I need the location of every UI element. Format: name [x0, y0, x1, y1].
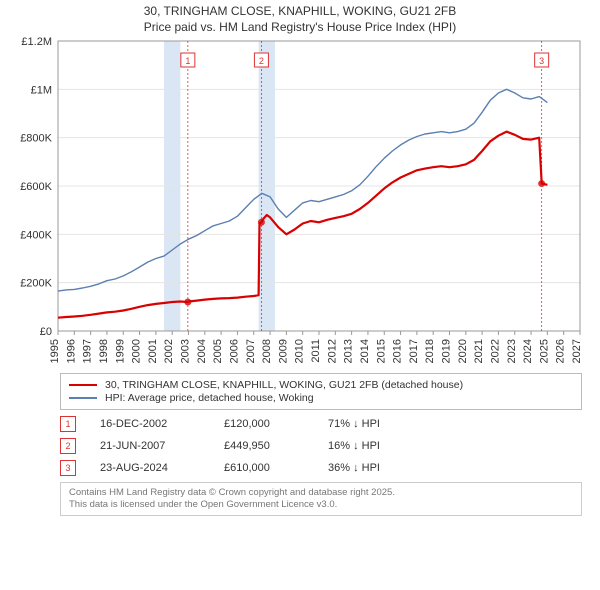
svg-text:2024: 2024	[522, 339, 534, 363]
sale-row: 2 21-JUN-2007 £449,950 16% ↓ HPI	[60, 438, 582, 454]
svg-text:2017: 2017	[408, 339, 420, 363]
legend-swatch	[69, 397, 97, 399]
svg-text:2016: 2016	[392, 339, 404, 363]
sale-badge: 1	[60, 416, 76, 432]
svg-text:2007: 2007	[245, 339, 257, 363]
svg-text:2020: 2020	[457, 339, 469, 363]
sale-date: 23-AUG-2024	[100, 462, 200, 474]
svg-text:2025: 2025	[538, 339, 550, 363]
svg-text:2006: 2006	[228, 339, 240, 363]
attribution: Contains HM Land Registry data © Crown c…	[60, 482, 582, 516]
svg-text:2010: 2010	[294, 339, 306, 363]
svg-text:2013: 2013	[343, 339, 355, 363]
svg-text:2018: 2018	[424, 339, 436, 363]
legend-label: 30, TRINGHAM CLOSE, KNAPHILL, WOKING, GU…	[105, 379, 463, 391]
svg-text:1: 1	[185, 56, 190, 66]
svg-text:2026: 2026	[555, 339, 567, 363]
svg-text:2008: 2008	[261, 339, 273, 363]
chart-titles: 30, TRINGHAM CLOSE, KNAPHILL, WOKING, GU…	[0, 0, 600, 35]
svg-text:1996: 1996	[65, 339, 77, 363]
svg-text:2015: 2015	[375, 339, 387, 363]
svg-text:£1M: £1M	[31, 85, 52, 97]
title-line2: Price paid vs. HM Land Registry's House …	[0, 20, 600, 36]
svg-text:2023: 2023	[506, 339, 518, 363]
svg-text:2: 2	[259, 56, 264, 66]
legend-swatch	[69, 384, 97, 386]
svg-text:2012: 2012	[326, 339, 338, 363]
sales-table: 1 16-DEC-2002 £120,000 71% ↓ HPI 2 21-JUN-200…	[60, 416, 582, 476]
svg-text:2000: 2000	[131, 339, 143, 363]
sale-row: 3 23-AUG-2024 £610,000 36% ↓ HPI	[60, 460, 582, 476]
svg-text:2003: 2003	[180, 339, 192, 363]
svg-text:1998: 1998	[98, 339, 110, 363]
sale-row: 1 16-DEC-2002 £120,000 71% ↓ HPI	[60, 416, 582, 432]
svg-text:1995: 1995	[49, 339, 61, 363]
sale-delta: 71% ↓ HPI	[328, 418, 380, 430]
svg-text:£200K: £200K	[20, 278, 52, 290]
svg-text:2021: 2021	[473, 339, 485, 363]
svg-text:£400K: £400K	[20, 230, 52, 242]
sale-date: 21-JUN-2007	[100, 440, 200, 452]
svg-text:2027: 2027	[571, 339, 583, 363]
svg-text:2014: 2014	[359, 339, 371, 363]
sale-delta: 16% ↓ HPI	[328, 440, 380, 452]
svg-text:1997: 1997	[82, 339, 94, 363]
svg-text:2022: 2022	[489, 339, 501, 363]
sale-price: £449,950	[224, 440, 304, 452]
sale-price: £120,000	[224, 418, 304, 430]
attribution-line2: This data is licensed under the Open Gov…	[69, 499, 573, 511]
svg-text:1999: 1999	[114, 339, 126, 363]
svg-text:2019: 2019	[441, 339, 453, 363]
sale-badge: 2	[60, 438, 76, 454]
svg-text:2001: 2001	[147, 339, 159, 363]
legend: 30, TRINGHAM CLOSE, KNAPHILL, WOKING, GU…	[60, 373, 582, 410]
title-line1: 30, TRINGHAM CLOSE, KNAPHILL, WOKING, GU…	[0, 4, 600, 20]
attribution-line1: Contains HM Land Registry data © Crown c…	[69, 487, 573, 499]
svg-text:£1.2M: £1.2M	[21, 37, 52, 48]
sale-date: 16-DEC-2002	[100, 418, 200, 430]
sale-delta: 36% ↓ HPI	[328, 462, 380, 474]
svg-text:2011: 2011	[310, 339, 322, 363]
svg-text:2002: 2002	[163, 339, 175, 363]
sale-price: £610,000	[224, 462, 304, 474]
svg-text:2004: 2004	[196, 339, 208, 363]
legend-item: 30, TRINGHAM CLOSE, KNAPHILL, WOKING, GU…	[69, 379, 573, 391]
svg-text:£800K: £800K	[20, 133, 52, 145]
svg-text:3: 3	[539, 56, 544, 66]
legend-label: HPI: Average price, detached house, Woki…	[105, 392, 314, 404]
legend-item: HPI: Average price, detached house, Woki…	[69, 392, 573, 404]
svg-text:2005: 2005	[212, 339, 224, 363]
svg-text:2009: 2009	[277, 339, 289, 363]
svg-text:£600K: £600K	[20, 181, 52, 193]
svg-text:£0: £0	[40, 326, 52, 338]
chart: £0 £200K £400K £600K £800K £1M £1.2M 1995 1996 19…	[10, 37, 590, 367]
chart-svg: £0 £200K £400K £600K £800K £1M £1.2M 1995 1996 19…	[10, 37, 590, 367]
sale-badge: 3	[60, 460, 76, 476]
